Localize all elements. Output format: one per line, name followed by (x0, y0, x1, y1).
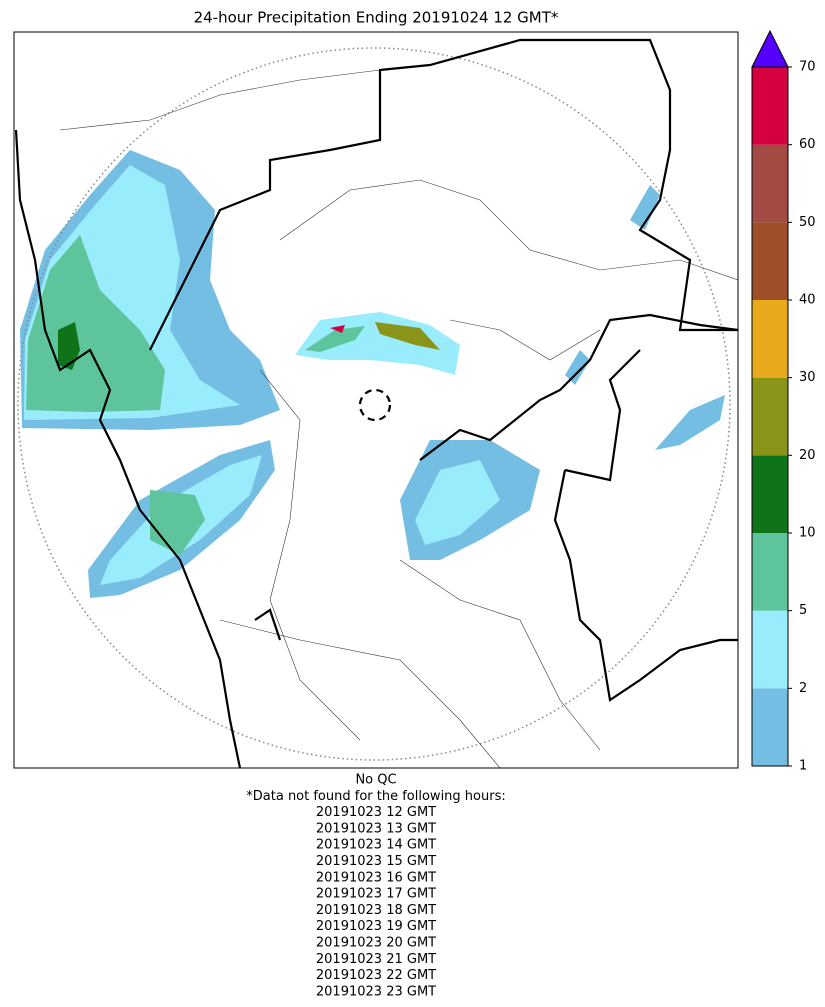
colorbar-tick-label: 50 (799, 215, 816, 230)
boundary (449, 319, 601, 361)
border (149, 38, 738, 351)
border (419, 313, 738, 461)
note-line: 20191023 22 GMT (316, 968, 436, 983)
boundary (59, 69, 381, 131)
note-line: 20191023 17 GMT (316, 887, 436, 902)
precip-area (630, 185, 660, 230)
map-frame (13, 31, 739, 769)
colorbar-segment (752, 67, 788, 145)
note-line: 20191023 12 GMT (316, 805, 436, 820)
notes: No QC*Data not found for the following h… (246, 773, 505, 1000)
note-line: 20191023 19 GMT (316, 919, 436, 934)
colorbar-tick-label: 1 (799, 759, 807, 774)
boundary (219, 619, 501, 768)
note-line: 20191023 14 GMT (316, 838, 436, 853)
note-line: 20191023 16 GMT (316, 870, 436, 885)
colorbar-tick-label: 10 (799, 526, 816, 541)
coastline (14, 129, 242, 768)
note-line: 20191023 23 GMT (316, 984, 436, 999)
note-line: No QC (355, 773, 396, 788)
precip-area (655, 395, 725, 450)
colorbar-segment (752, 688, 788, 766)
precip-area (375, 322, 440, 350)
colorbar-tick-label: 20 (799, 448, 816, 463)
precip-area (565, 350, 590, 385)
colorbar-tick-label: 40 (799, 293, 816, 308)
note-line: 20191023 13 GMT (316, 821, 436, 836)
precip-area (305, 326, 365, 352)
note-line: *Data not found for the following hours: (246, 789, 505, 804)
colorbar-tick-label: 2 (799, 681, 807, 696)
colorbar-frame (751, 66, 789, 767)
border (254, 608, 282, 641)
boundary (259, 369, 361, 741)
colorbar: 1 2 5 10 20 30 40 50 60 70 (751, 29, 816, 774)
boundary (279, 179, 738, 281)
colorbar-segment (752, 533, 788, 611)
colorbar-tick-label: 60 (799, 137, 816, 152)
colorbar-extend (751, 29, 789, 68)
colorbar-segment (752, 377, 788, 456)
colorbar-segment (752, 610, 788, 689)
colorbar-tick-label: 5 (799, 603, 807, 618)
precip-area (58, 322, 80, 370)
note-line: 20191023 20 GMT (316, 936, 436, 951)
boundary (399, 559, 601, 751)
colorbar-segment (752, 222, 788, 300)
note-line: 20191023 18 GMT (316, 903, 436, 918)
precip-area (330, 325, 345, 333)
border (564, 349, 641, 482)
colorbar-segment (752, 455, 788, 533)
radar-range (17, 47, 731, 761)
precip-area (415, 460, 500, 545)
border (553, 469, 738, 702)
colorbar-segment (752, 144, 788, 223)
colorbar-segment (752, 300, 788, 378)
radar-site (358, 388, 392, 422)
precip-area (26, 235, 165, 412)
map-title: 24-hour Precipitation Ending 20191024 12… (194, 9, 559, 27)
colorbar-tick-label: 70 (799, 60, 816, 75)
note-line: 20191023 15 GMT (316, 854, 436, 869)
colorbar-tick-label: 30 (799, 370, 816, 385)
map (13, 31, 739, 769)
note-line: 20191023 21 GMT (316, 952, 436, 967)
